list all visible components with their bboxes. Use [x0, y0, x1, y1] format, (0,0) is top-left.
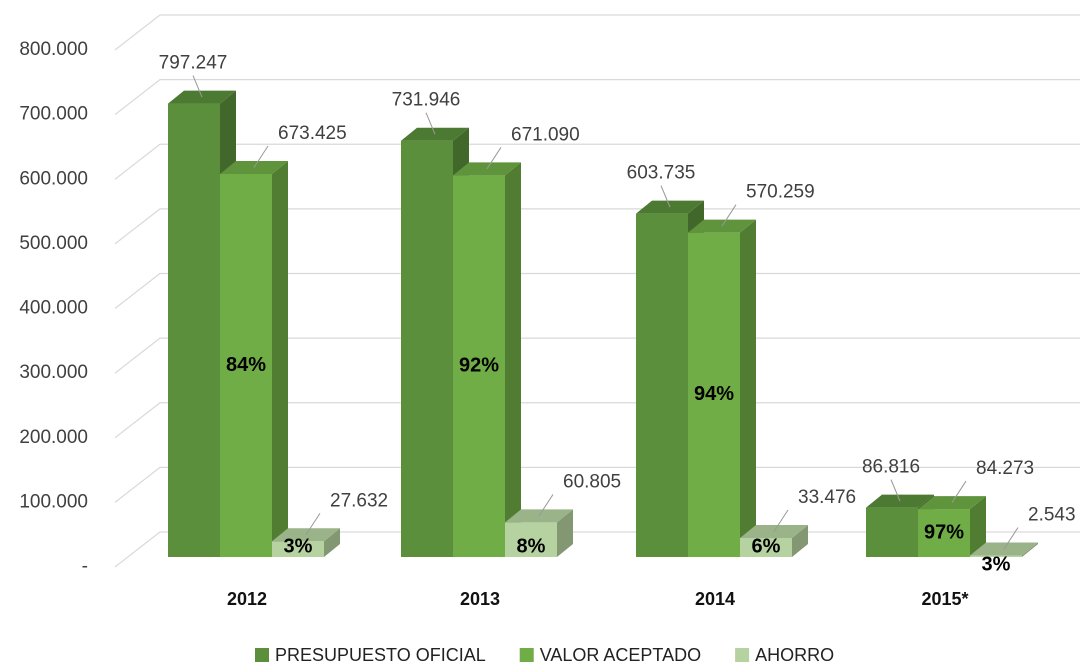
- bar-front: [688, 232, 740, 557]
- leader-line: [660, 185, 671, 208]
- y-tick-label: 700.000: [19, 104, 88, 125]
- legend-swatch: [519, 648, 534, 662]
- percent-label: 3%: [284, 535, 313, 557]
- leader-line: [773, 509, 789, 532]
- value-label: 33.476: [798, 487, 856, 508]
- bar-front: [220, 173, 272, 557]
- value-label: 731.946: [392, 90, 461, 111]
- value-label: 86.816: [862, 457, 920, 478]
- bar-side: [970, 496, 986, 557]
- value-label: 60.805: [563, 471, 621, 492]
- grid-line: [114, 14, 1080, 51]
- leader-line: [192, 75, 203, 98]
- legend-label: PRESUPUESTO OFICIAL: [275, 645, 486, 665]
- y-tick-label: 600.000: [19, 168, 88, 189]
- legend-swatch: [255, 648, 269, 662]
- bar-front: [505, 522, 557, 557]
- percent-label: 97%: [924, 521, 964, 543]
- bar-side: [792, 524, 808, 557]
- percent-label: 84%: [226, 354, 266, 376]
- leader-line: [486, 147, 502, 170]
- legend-swatch: [735, 648, 750, 662]
- grid-line: [114, 466, 1080, 503]
- bar-front: [740, 537, 792, 557]
- percent-label: 8%: [517, 535, 546, 557]
- value-label: 2.543: [1028, 505, 1076, 526]
- leader-line: [253, 145, 269, 168]
- value-label: 671.090: [511, 124, 580, 145]
- leader-line: [538, 494, 554, 517]
- bar: [688, 219, 756, 557]
- grid-line: [114, 337, 1080, 374]
- x-tick-label: 2012: [227, 589, 267, 609]
- percent-label: 3%: [982, 553, 1011, 575]
- value-label: 27.632: [330, 490, 388, 511]
- bar-front: [453, 175, 505, 557]
- bar-side: [324, 528, 340, 557]
- bar-side: [740, 219, 756, 557]
- bar-front: [918, 509, 970, 557]
- grid-line: [114, 79, 1080, 116]
- y-tick-label: -: [82, 556, 88, 577]
- bar-front: [272, 541, 324, 557]
- leader-line: [721, 204, 737, 227]
- legend-label: AHORRO: [755, 645, 834, 665]
- bar-front: [866, 507, 918, 557]
- grid-line: [114, 272, 1080, 309]
- bar: [453, 162, 521, 557]
- y-tick-label: 400.000: [19, 298, 88, 319]
- y-tick-label: 500.000: [19, 233, 88, 254]
- y-tick-label: 800.000: [19, 39, 88, 60]
- value-label: 84.273: [976, 458, 1034, 479]
- grid-line: [114, 208, 1080, 245]
- leader-line: [951, 480, 967, 503]
- leader-line: [425, 112, 436, 135]
- bar-side: [272, 160, 288, 557]
- bar: [220, 160, 288, 557]
- bar-front: [401, 140, 453, 557]
- legend-label: VALOR ACEPTADO: [540, 645, 701, 665]
- bar-front: [970, 555, 1022, 557]
- percent-label: 94%: [694, 383, 734, 405]
- grid-line: [114, 143, 1080, 180]
- x-tick-label: 2014: [695, 589, 735, 609]
- bar-side: [505, 162, 521, 557]
- y-tick-label: 200.000: [19, 427, 88, 448]
- y-tick-label: 300.000: [19, 362, 88, 383]
- x-tick-label: 2015*: [921, 589, 968, 609]
- bar-side: [1022, 542, 1038, 557]
- leader-line: [1003, 527, 1019, 550]
- value-label: 570.259: [746, 182, 815, 203]
- bar-front: [168, 103, 220, 557]
- bar-front: [636, 213, 688, 557]
- grid-line: [114, 402, 1080, 439]
- value-label: 673.425: [278, 123, 347, 144]
- y-tick-label: 100.000: [19, 491, 88, 512]
- leader-line: [890, 479, 901, 502]
- value-label: 603.735: [627, 163, 696, 184]
- percent-label: 6%: [752, 535, 781, 557]
- value-label: 797.247: [159, 53, 228, 74]
- bar-side: [557, 509, 573, 557]
- leader-line: [305, 513, 321, 536]
- x-tick-label: 2013: [460, 589, 500, 609]
- percent-label: 92%: [459, 354, 499, 376]
